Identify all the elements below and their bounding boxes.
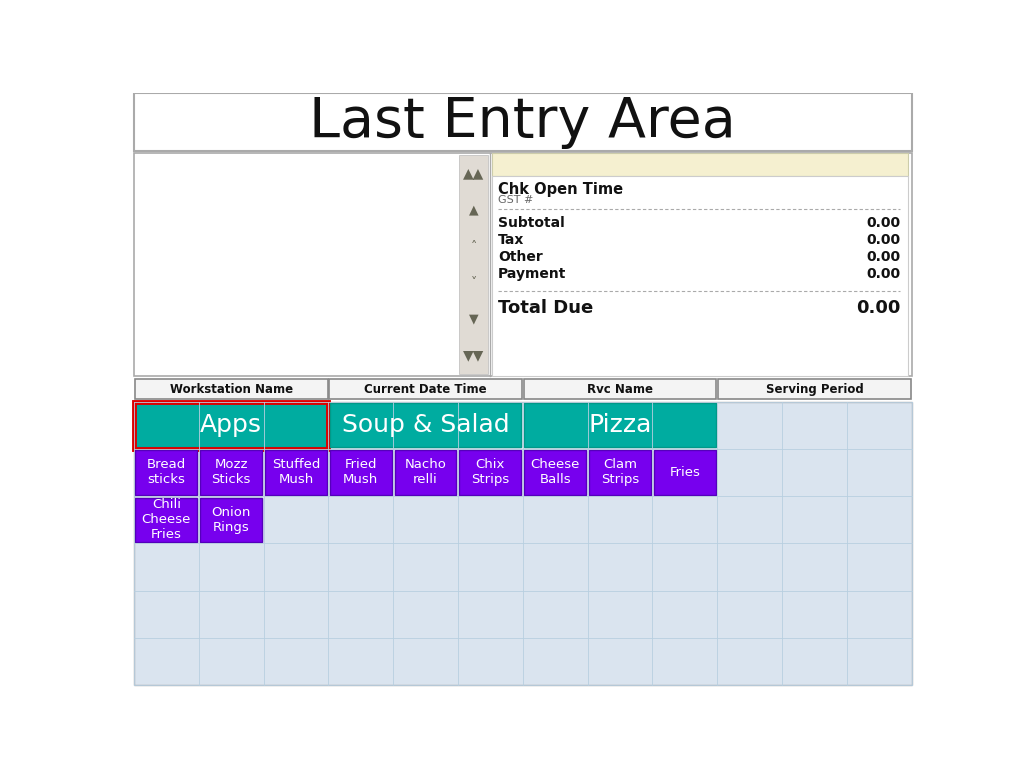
FancyBboxPatch shape bbox=[136, 498, 197, 542]
Text: ▲▲: ▲▲ bbox=[463, 166, 484, 180]
Text: Tax: Tax bbox=[497, 233, 524, 247]
FancyBboxPatch shape bbox=[524, 450, 586, 495]
Text: Onion
Rings: Onion Rings bbox=[211, 505, 251, 534]
FancyBboxPatch shape bbox=[133, 153, 911, 376]
Text: Workstation Name: Workstation Name bbox=[169, 383, 292, 396]
Text: 0.00: 0.00 bbox=[865, 216, 899, 230]
Text: Chili
Cheese
Fries: Chili Cheese Fries bbox=[142, 498, 191, 541]
Text: Pizza: Pizza bbox=[588, 413, 651, 437]
Text: GST #: GST # bbox=[497, 195, 533, 205]
Text: Apps: Apps bbox=[200, 413, 262, 437]
Text: Chix
Strips: Chix Strips bbox=[471, 458, 508, 487]
FancyBboxPatch shape bbox=[329, 450, 391, 495]
FancyBboxPatch shape bbox=[491, 153, 907, 176]
FancyBboxPatch shape bbox=[329, 403, 521, 447]
Text: Stuffed
Mush: Stuffed Mush bbox=[271, 458, 320, 487]
Text: ▼: ▼ bbox=[468, 313, 478, 326]
Text: ▲: ▲ bbox=[468, 204, 478, 217]
FancyBboxPatch shape bbox=[459, 156, 488, 374]
Text: Last Entry Area: Last Entry Area bbox=[309, 94, 736, 149]
Text: Cheese
Balls: Cheese Balls bbox=[530, 458, 579, 487]
FancyBboxPatch shape bbox=[200, 450, 262, 495]
FancyBboxPatch shape bbox=[135, 379, 327, 399]
Text: Rvc Name: Rvc Name bbox=[586, 383, 652, 396]
FancyBboxPatch shape bbox=[136, 403, 326, 447]
Text: ▼▼: ▼▼ bbox=[463, 349, 484, 363]
Text: 0.00: 0.00 bbox=[865, 267, 899, 281]
Text: Bread
sticks: Bread sticks bbox=[147, 458, 185, 487]
Text: Current Date Time: Current Date Time bbox=[364, 383, 486, 396]
Text: Mozz
Sticks: Mozz Sticks bbox=[211, 458, 251, 487]
Text: Total Due: Total Due bbox=[497, 299, 593, 317]
FancyBboxPatch shape bbox=[524, 403, 715, 447]
Text: Soup & Salad: Soup & Salad bbox=[341, 413, 508, 437]
FancyBboxPatch shape bbox=[523, 379, 715, 399]
Text: Other: Other bbox=[497, 250, 542, 264]
Text: Chk Open Time: Chk Open Time bbox=[497, 182, 623, 197]
FancyBboxPatch shape bbox=[589, 450, 650, 495]
FancyBboxPatch shape bbox=[329, 379, 522, 399]
FancyBboxPatch shape bbox=[491, 176, 907, 376]
Text: Subtotal: Subtotal bbox=[497, 216, 565, 230]
Text: 0.00: 0.00 bbox=[865, 233, 899, 247]
Text: Fries: Fries bbox=[668, 466, 699, 479]
FancyBboxPatch shape bbox=[459, 450, 521, 495]
Text: ˅: ˅ bbox=[470, 276, 476, 289]
FancyBboxPatch shape bbox=[200, 498, 262, 542]
Text: 0.00: 0.00 bbox=[855, 299, 899, 317]
FancyBboxPatch shape bbox=[394, 450, 455, 495]
FancyBboxPatch shape bbox=[653, 450, 715, 495]
Text: Clam
Strips: Clam Strips bbox=[600, 458, 639, 487]
Text: Serving Period: Serving Period bbox=[765, 383, 862, 396]
FancyBboxPatch shape bbox=[133, 93, 911, 151]
Text: Fried
Mush: Fried Mush bbox=[342, 458, 378, 487]
FancyBboxPatch shape bbox=[265, 450, 326, 495]
FancyBboxPatch shape bbox=[136, 450, 197, 495]
FancyBboxPatch shape bbox=[133, 402, 911, 685]
Text: 0.00: 0.00 bbox=[865, 250, 899, 264]
FancyBboxPatch shape bbox=[717, 379, 910, 399]
Text: Payment: Payment bbox=[497, 267, 566, 281]
Text: ˄: ˄ bbox=[470, 240, 476, 253]
Text: Nacho
relli: Nacho relli bbox=[405, 458, 446, 487]
